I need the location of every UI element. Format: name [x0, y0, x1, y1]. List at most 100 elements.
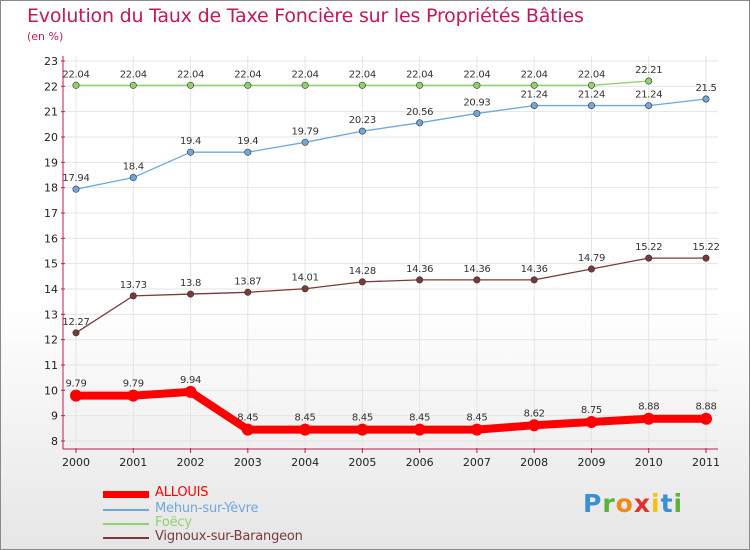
- data-point-allouis: [470, 423, 483, 436]
- data-label-allouis: 8.88: [638, 402, 659, 413]
- x-tick-label: 2006: [406, 456, 434, 469]
- data-label-vignoux-sur-barangeon: 14.79: [578, 253, 605, 264]
- data-label-mehun-sur-y-vre: 18.4: [123, 162, 144, 173]
- data-point-mehun-sur-y-vre: [244, 148, 252, 156]
- data-point-vignoux-sur-barangeon: [530, 276, 538, 284]
- data-point-allouis: [356, 423, 369, 436]
- data-point-mehun-sur-y-vre: [301, 138, 309, 146]
- data-point-vignoux-sur-barangeon: [416, 276, 424, 284]
- data-point-mehun-sur-y-vre: [645, 102, 653, 110]
- data-label-allouis: 9.79: [65, 379, 86, 390]
- data-point-vignoux-sur-barangeon: [587, 265, 595, 273]
- brand-letter: r: [602, 489, 616, 518]
- data-point-vignoux-sur-barangeon: [645, 254, 653, 262]
- data-label-mehun-sur-y-vre: 20.23: [349, 115, 376, 126]
- x-tick-label: 2003: [234, 456, 262, 469]
- data-point-vignoux-sur-barangeon: [473, 276, 481, 284]
- y-tick-label: 11: [44, 359, 58, 372]
- data-label-vignoux-sur-barangeon: 14.01: [292, 273, 319, 284]
- data-point-vignoux-sur-barangeon: [301, 285, 309, 293]
- data-label-vignoux-sur-barangeon: 15.22: [635, 242, 662, 253]
- x-tick-label: 2002: [177, 456, 205, 469]
- data-label-allouis: 8.75: [581, 405, 602, 416]
- data-label-fo-cy: 22.04: [62, 69, 89, 80]
- unit-label: (en %): [27, 30, 64, 43]
- series-line-mehun-sur-y-vre: [75, 98, 707, 190]
- series-layer: [70, 77, 712, 436]
- x-tick-label: 2001: [119, 456, 147, 469]
- data-point-mehun-sur-y-vre: [416, 119, 424, 127]
- data-point-vignoux-sur-barangeon: [244, 288, 252, 296]
- data-label-vignoux-sur-barangeon: 13.73: [120, 280, 147, 291]
- y-tick-label: 23: [44, 55, 58, 68]
- x-tick-label: 2010: [635, 456, 663, 469]
- legend-swatch-foecy: [103, 523, 149, 525]
- data-label-vignoux-sur-barangeon: 13.87: [234, 276, 261, 287]
- x-tick-label: 2008: [520, 456, 548, 469]
- data-label-mehun-sur-y-vre: 21.24: [521, 90, 548, 101]
- legend-label-allouis: ALLOUIS: [155, 485, 209, 500]
- x-tick-label: 2009: [577, 456, 605, 469]
- data-label-allouis: 9.94: [180, 375, 201, 386]
- y-tick-label: 15: [44, 258, 58, 271]
- data-label-vignoux-sur-barangeon: 12.27: [62, 317, 89, 328]
- brand-letter: i: [651, 489, 661, 518]
- series-line-allouis: [72, 387, 710, 434]
- data-point-allouis: [413, 423, 426, 436]
- data-point-allouis: [241, 423, 254, 436]
- x-tick-label: 2007: [463, 456, 491, 469]
- data-label-mehun-sur-y-vre: 20.93: [463, 97, 490, 108]
- data-label-allouis: 8.45: [237, 413, 258, 424]
- brand-letter: P: [583, 489, 603, 518]
- data-point-fo-cy: [187, 81, 195, 89]
- data-point-vignoux-sur-barangeon: [187, 290, 195, 298]
- data-point-allouis: [700, 412, 712, 425]
- x-tick-label: 2011: [692, 456, 720, 469]
- y-tick-label: 18: [44, 182, 58, 195]
- data-label-allouis: 8.45: [352, 413, 373, 424]
- y-tick-label: 10: [44, 384, 58, 397]
- data-label-vignoux-sur-barangeon: 14.28: [349, 266, 376, 277]
- data-label-allouis: 8.45: [466, 413, 487, 424]
- legend-item-mehun: Mehun-sur-Yèvre: [103, 501, 258, 517]
- data-point-mehun-sur-y-vre: [530, 102, 538, 110]
- y-tick-label: 14: [44, 283, 58, 296]
- data-point-allouis: [127, 389, 140, 402]
- data-point-allouis: [184, 385, 197, 398]
- data-label-fo-cy: 22.04: [406, 69, 433, 80]
- legend-label-vignoux: Vignoux-sur-Barangeon: [155, 529, 303, 544]
- x-tick-label: 2005: [348, 456, 376, 469]
- data-point-fo-cy: [645, 77, 653, 85]
- y-tick-label: 22: [44, 80, 58, 93]
- series-line-vignoux-sur-barangeon: [75, 257, 707, 334]
- x-tick-label: 2004: [291, 456, 319, 469]
- legend-label-mehun: Mehun-sur-Yèvre: [155, 501, 259, 516]
- data-label-mehun-sur-y-vre: 20.56: [406, 107, 433, 118]
- data-label-mehun-sur-y-vre: 21.5: [695, 83, 716, 94]
- data-label-mehun-sur-y-vre: 21.24: [635, 90, 662, 101]
- data-point-fo-cy: [530, 81, 538, 89]
- brand-letter: x: [633, 489, 651, 518]
- data-label-fo-cy: 22.04: [578, 69, 605, 80]
- data-label-fo-cy: 22.04: [349, 69, 376, 80]
- legend-swatch-vignoux: [103, 537, 149, 539]
- legend-swatch-allouis: [103, 490, 149, 498]
- y-tick-label: 21: [44, 106, 58, 119]
- data-label-allouis: 8.88: [695, 402, 716, 413]
- data-point-mehun-sur-y-vre: [587, 102, 595, 110]
- data-label-allouis: 8.45: [295, 413, 316, 424]
- data-point-allouis: [528, 419, 541, 432]
- data-labels: 22.04 22.04 22.04 22.04 22.04 22.04 22.04 22.04…: [62, 65, 719, 424]
- legend-item-foecy: Foëcy: [103, 515, 192, 531]
- y-tick-label: 13: [44, 308, 58, 321]
- brand-letter: o: [615, 489, 634, 518]
- legend-item-allouis: ALLOUIS: [103, 485, 209, 501]
- y-tick-label: 8: [51, 435, 58, 448]
- data-label-fo-cy: 22.04: [120, 69, 147, 80]
- data-label-fo-cy: 22.04: [234, 69, 261, 80]
- data-point-fo-cy: [129, 81, 137, 89]
- data-point-fo-cy: [358, 81, 366, 89]
- data-point-mehun-sur-y-vre: [72, 185, 80, 193]
